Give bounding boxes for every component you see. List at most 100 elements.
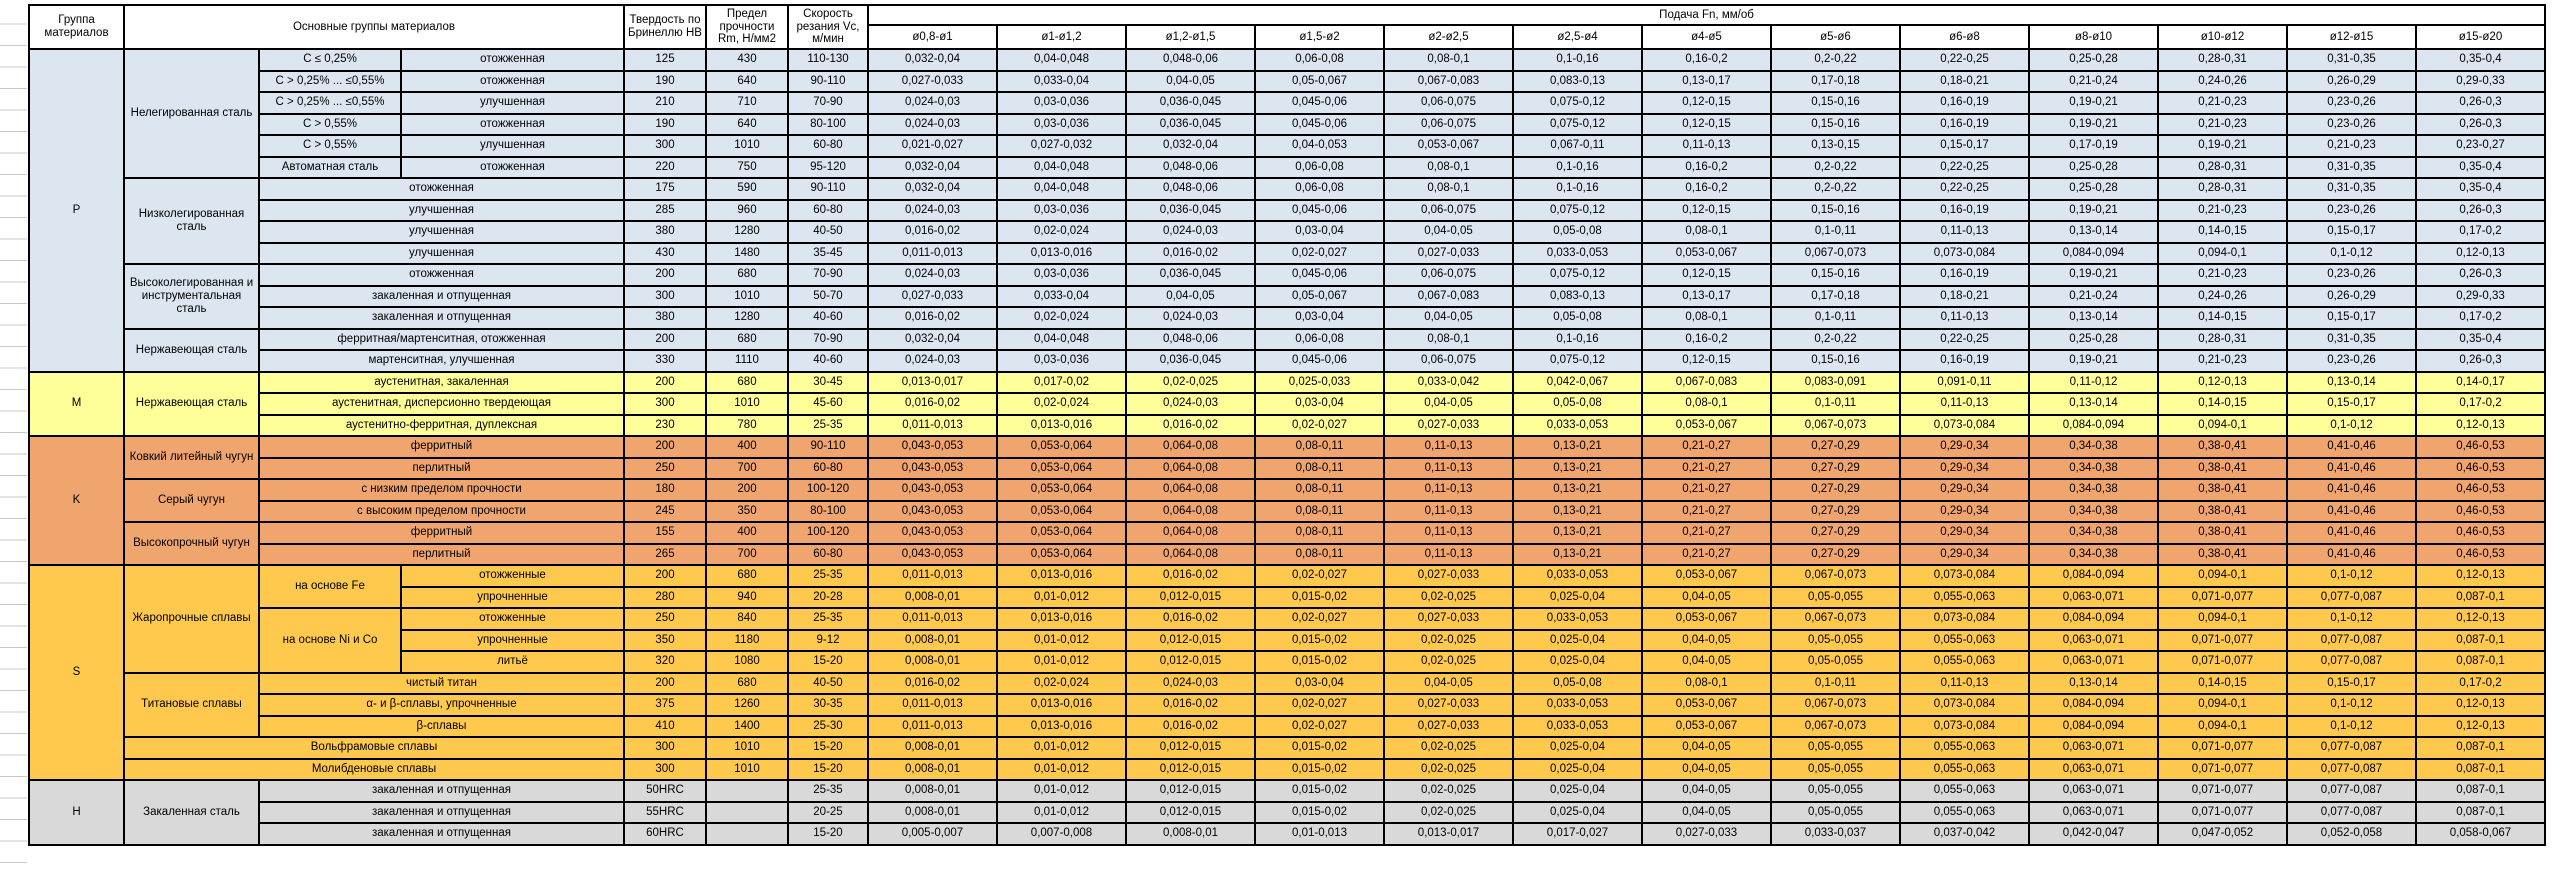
strength-cell[interactable]: 710 xyxy=(705,91,789,115)
col-header-group[interactable]: Группа материалов xyxy=(28,4,125,50)
material-label-cell[interactable]: отожженная xyxy=(400,69,625,93)
feed-cell[interactable]: 0,05-0,08 xyxy=(1512,392,1643,416)
feed-cell[interactable]: 0,077-0,087 xyxy=(2286,736,2417,760)
feed-cell[interactable]: 0,024-0,03 xyxy=(867,263,998,287)
feed-cell[interactable]: 0,19-0,21 xyxy=(2028,112,2159,136)
speed-cell[interactable]: 35-45 xyxy=(787,241,869,265)
col-header-diameter[interactable]: ø1-ø1,2 xyxy=(996,24,1127,50)
feed-cell[interactable]: 0,012-0,015 xyxy=(1125,800,1256,824)
material-label-cell[interactable]: Автоматная сталь xyxy=(258,155,402,179)
strength-cell[interactable]: 1280 xyxy=(705,306,789,330)
feed-cell[interactable]: 0,21-0,27 xyxy=(1641,478,1772,502)
strength-cell[interactable]: 680 xyxy=(705,564,789,588)
strength-cell[interactable]: 1010 xyxy=(705,392,789,416)
feed-cell[interactable]: 0,35-0,4 xyxy=(2415,48,2546,72)
feed-cell[interactable]: 0,043-0,053 xyxy=(867,542,998,566)
feed-cell[interactable]: 0,41-0,46 xyxy=(2286,521,2417,545)
feed-cell[interactable]: 0,045-0,06 xyxy=(1254,198,1385,222)
col-header-diameter[interactable]: ø1,2-ø1,5 xyxy=(1125,24,1256,50)
feed-cell[interactable]: 0,067-0,083 xyxy=(1383,69,1514,93)
feed-cell[interactable]: 0,063-0,071 xyxy=(2028,628,2159,652)
speed-cell[interactable]: 110-130 xyxy=(787,48,869,72)
feed-cell[interactable]: 0,084-0,094 xyxy=(2028,564,2159,588)
strength-cell[interactable]: 960 xyxy=(705,198,789,222)
feed-cell[interactable]: 0,31-0,35 xyxy=(2286,48,2417,72)
material-label-cell[interactable]: Нержавеющая сталь xyxy=(123,327,260,373)
feed-cell[interactable]: 0,015-0,02 xyxy=(1254,800,1385,824)
feed-cell[interactable]: 0,38-0,41 xyxy=(2157,542,2288,566)
feed-cell[interactable]: 0,35-0,4 xyxy=(2415,155,2546,179)
feed-cell[interactable]: 0,052-0,058 xyxy=(2286,822,2417,846)
feed-cell[interactable]: 0,024-0,03 xyxy=(867,91,998,115)
feed-cell[interactable]: 0,053-0,067 xyxy=(1641,693,1772,717)
feed-cell[interactable]: 0,016-0,02 xyxy=(1125,607,1256,631)
material-label-cell[interactable]: упрочненные xyxy=(400,628,625,652)
feed-cell[interactable]: 0,11-0,13 xyxy=(1383,478,1514,502)
hardness-cell[interactable]: 375 xyxy=(623,693,707,717)
feed-cell[interactable]: 0,23-0,27 xyxy=(2415,134,2546,158)
feed-cell[interactable]: 0,01-0,013 xyxy=(1254,822,1385,846)
feed-cell[interactable]: 0,012-0,015 xyxy=(1125,650,1256,674)
feed-cell[interactable]: 0,071-0,077 xyxy=(2157,736,2288,760)
strength-cell[interactable]: 1010 xyxy=(705,757,789,781)
hardness-cell[interactable]: 380 xyxy=(623,306,707,330)
speed-cell[interactable]: 60-80 xyxy=(787,198,869,222)
hardness-cell[interactable]: 200 xyxy=(623,263,707,287)
feed-cell[interactable]: 0,29-0,34 xyxy=(1899,456,2030,480)
feed-cell[interactable]: 0,2-0,22 xyxy=(1770,48,1901,72)
feed-cell[interactable]: 0,08-0,1 xyxy=(1641,306,1772,330)
feed-cell[interactable]: 0,053-0,064 xyxy=(996,542,1127,566)
hardness-cell[interactable]: 300 xyxy=(623,134,707,158)
feed-cell[interactable]: 0,058-0,067 xyxy=(2415,822,2546,846)
col-header-materials[interactable]: Основные группы материалов xyxy=(123,4,625,50)
feed-cell[interactable]: 0,04-0,048 xyxy=(996,155,1127,179)
feed-cell[interactable]: 0,073-0,084 xyxy=(1899,241,2030,265)
col-header-hardness[interactable]: Твердость по Бринеллю HB xyxy=(623,4,707,50)
feed-cell[interactable]: 0,17-0,19 xyxy=(2028,134,2159,158)
group-letter-cell[interactable]: H xyxy=(28,779,125,846)
feed-cell[interactable]: 0,077-0,087 xyxy=(2286,650,2417,674)
feed-cell[interactable]: 0,18-0,21 xyxy=(1899,284,2030,308)
speed-cell[interactable]: 20-25 xyxy=(787,800,869,824)
hardness-cell[interactable]: 410 xyxy=(623,714,707,738)
feed-cell[interactable]: 0,16-0,2 xyxy=(1641,327,1772,351)
feed-cell[interactable]: 0,005-0,007 xyxy=(867,822,998,846)
feed-cell[interactable]: 0,024-0,03 xyxy=(1125,220,1256,244)
material-label-cell[interactable]: ферритный xyxy=(258,521,625,545)
feed-cell[interactable]: 0,22-0,25 xyxy=(1899,155,2030,179)
feed-cell[interactable]: 0,21-0,23 xyxy=(2157,112,2288,136)
feed-cell[interactable]: 0,048-0,06 xyxy=(1125,48,1256,72)
feed-cell[interactable]: 0,06-0,08 xyxy=(1254,155,1385,179)
material-label-cell[interactable]: Закаленная сталь xyxy=(123,779,260,846)
col-header-feed[interactable]: Подача Fn, мм/об xyxy=(867,4,2546,26)
feed-cell[interactable]: 0,15-0,16 xyxy=(1770,198,1901,222)
speed-cell[interactable]: 30-45 xyxy=(787,370,869,394)
feed-cell[interactable]: 0,16-0,2 xyxy=(1641,48,1772,72)
strength-cell[interactable]: 590 xyxy=(705,177,789,201)
feed-cell[interactable]: 0,063-0,071 xyxy=(2028,779,2159,803)
speed-cell[interactable]: 45-60 xyxy=(787,392,869,416)
feed-cell[interactable]: 0,043-0,053 xyxy=(867,499,998,523)
feed-cell[interactable]: 0,06-0,075 xyxy=(1383,91,1514,115)
feed-cell[interactable]: 0,21-0,23 xyxy=(2157,198,2288,222)
feed-cell[interactable]: 0,01-0,012 xyxy=(996,757,1127,781)
feed-cell[interactable]: 0,12-0,13 xyxy=(2415,607,2546,631)
feed-cell[interactable]: 0,011-0,013 xyxy=(867,564,998,588)
feed-cell[interactable]: 0,11-0,13 xyxy=(1383,435,1514,459)
material-label-cell[interactable]: улучшенная xyxy=(400,134,625,158)
feed-cell[interactable]: 0,21-0,24 xyxy=(2028,284,2159,308)
speed-cell[interactable]: 15-20 xyxy=(787,757,869,781)
feed-cell[interactable]: 0,12-0,13 xyxy=(2415,693,2546,717)
feed-cell[interactable]: 0,27-0,29 xyxy=(1770,435,1901,459)
feed-cell[interactable]: 0,46-0,53 xyxy=(2415,456,2546,480)
feed-cell[interactable]: 0,1-0,16 xyxy=(1512,177,1643,201)
feed-cell[interactable]: 0,27-0,29 xyxy=(1770,456,1901,480)
feed-cell[interactable]: 0,14-0,15 xyxy=(2157,392,2288,416)
speed-cell[interactable]: 50-70 xyxy=(787,284,869,308)
feed-cell[interactable]: 0,12-0,15 xyxy=(1641,349,1772,373)
feed-cell[interactable]: 0,04-0,05 xyxy=(1125,69,1256,93)
feed-cell[interactable]: 0,04-0,05 xyxy=(1383,392,1514,416)
feed-cell[interactable]: 0,02-0,024 xyxy=(996,306,1127,330)
material-label-cell[interactable]: закаленная и отпущенная xyxy=(258,779,625,803)
feed-cell[interactable]: 0,084-0,094 xyxy=(2028,714,2159,738)
